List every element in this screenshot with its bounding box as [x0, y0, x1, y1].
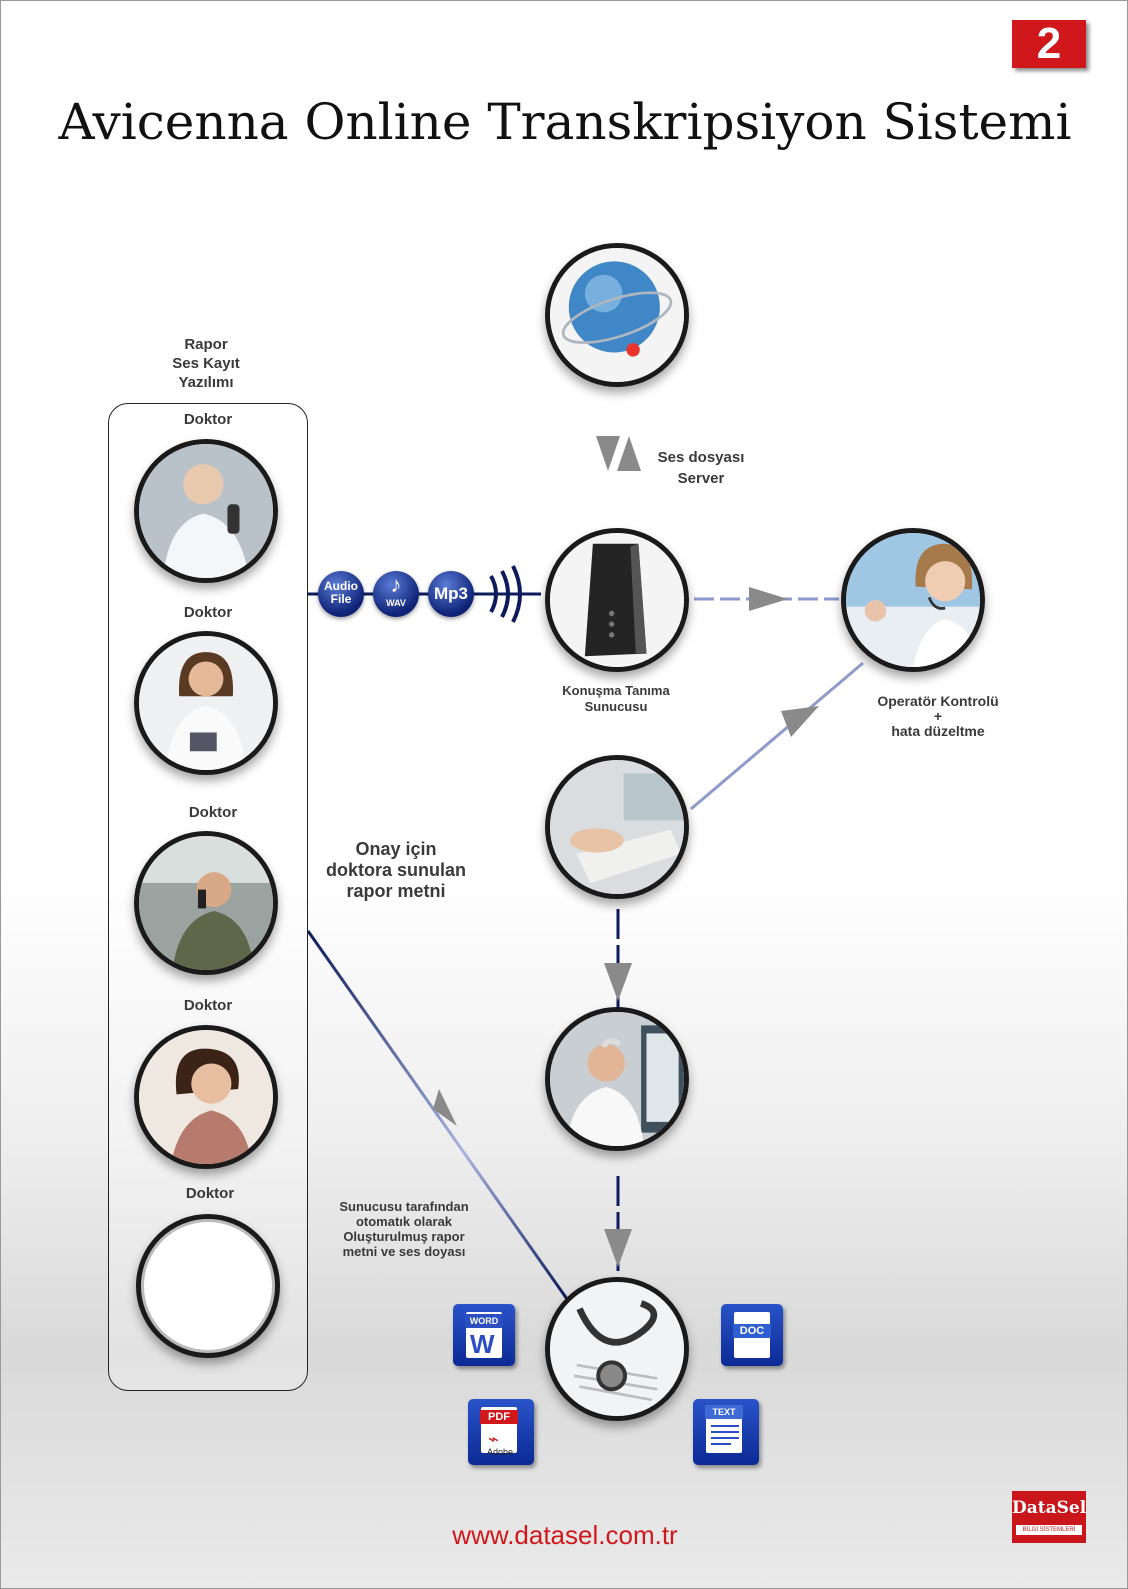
typing-correction: [545, 755, 689, 899]
music-note-icon: ♪: [390, 572, 402, 597]
internet-globe: [545, 243, 689, 387]
approval-label: Onay için doktora sunulan rapor metni: [316, 839, 476, 902]
line-operator-typing: [690, 661, 864, 811]
arrow-up-to-globe: [617, 436, 641, 471]
arrow-to-doctors: [433, 1089, 457, 1126]
approval-label-line: doktora sunulan: [325, 860, 466, 880]
typing-icon: [550, 760, 684, 894]
text-file-icon: TEXT: [693, 1399, 759, 1465]
auto-report-label-line: Oluşturulmuş rapor: [343, 1229, 465, 1244]
doctor-label: Doktor: [183, 411, 233, 428]
server-label: Ses dosyası Server: [641, 447, 761, 489]
logo-sub-text: BİLGİ SİSTEMLERİ: [1016, 1525, 1082, 1535]
word-w-glyph: W: [470, 1329, 495, 1359]
arrow-to-stethoscope: [604, 1229, 632, 1267]
pdf-file-icon: PDF ⌁ Adobe: [468, 1399, 534, 1465]
signal-wave-2: [500, 570, 510, 618]
doctor-pda-icon: [139, 636, 273, 770]
doctor-label: Doktor: [185, 1185, 235, 1202]
signal-wave-1: [489, 575, 498, 613]
wav-label: WAV: [386, 598, 406, 608]
word-file-icon: WORD W: [453, 1304, 515, 1366]
signal-wave-3: [511, 565, 522, 623]
doctor-4-avatar: [134, 1025, 278, 1169]
audio-file-label: Audio: [324, 579, 358, 593]
doc-label: DOC: [733, 1324, 771, 1338]
page-number-badge: 2: [1012, 20, 1086, 68]
word-label: WORD: [465, 1314, 503, 1328]
auto-report-label: Sunucusu tarafından otomatık olarak Oluş…: [319, 1199, 489, 1259]
pdf-label: PDF: [480, 1410, 518, 1424]
approval-label-line: Onay için: [355, 839, 437, 859]
doctor-car-phone-icon: [139, 836, 273, 970]
panel-heading-line: Yazılımı: [178, 374, 234, 391]
wav-file-icon: ♪ WAV: [373, 571, 419, 617]
operator-control: [841, 528, 985, 672]
server-label-line: Server: [677, 470, 725, 487]
logo-main-text: DataSel: [1012, 1498, 1087, 1518]
panel-heading: Rapor Ses Kayıt Yazılımı: [131, 335, 281, 392]
line-report-to-doctor: [306, 930, 569, 1300]
operator-label: Operatör Kontrolü + hata düzeltme: [853, 694, 1023, 739]
auto-report-label-line: otomatık olarak: [355, 1214, 453, 1229]
server-icon: [550, 533, 684, 667]
arrow-to-operator: [749, 587, 788, 611]
generated-report: [545, 1277, 689, 1421]
text-label: TEXT: [705, 1405, 743, 1419]
mp3-file-icon: Mp3: [428, 571, 474, 617]
adobe-glyph: ⌁: [488, 1429, 499, 1449]
approval-label-line: rapor metni: [346, 881, 446, 901]
server-label-line: Ses dosyası: [657, 449, 745, 466]
doctor-1-avatar: [134, 439, 278, 583]
doctor-label: Doktor: [183, 604, 233, 621]
speech-server-label-line: Sunucusu: [584, 699, 648, 714]
doctor-label: Doktor: [183, 997, 233, 1014]
arrow-to-typing: [781, 706, 819, 737]
operator-label-line: hata düzeltme: [891, 723, 985, 739]
panel-heading-line: Ses Kayıt: [172, 355, 240, 372]
doctor-headset-icon: [139, 1030, 273, 1164]
datasel-logo: DataSel BİLGİ SİSTEMLERİ: [1012, 1491, 1086, 1543]
auto-report-label-line: metni ve ses doyası: [342, 1244, 466, 1259]
operator-icon: [846, 533, 980, 667]
speech-server-label-line: Konuşma Tanıma: [562, 683, 670, 698]
page-title: Avicenna Online Transkripsiyon Sistemi: [58, 93, 1072, 151]
doctor-review: [545, 1007, 689, 1151]
doctor-recorder-icon: [139, 444, 273, 578]
globe-icon: [550, 248, 684, 382]
arrow-down-to-server: [596, 436, 620, 471]
doctor-label: Doktor: [188, 804, 238, 821]
audio-file-label: File: [330, 592, 352, 606]
audio-file-icon: Audio File: [318, 571, 364, 617]
doctor-computer-icon: [550, 1012, 684, 1146]
operator-label-line: Operatör Kontrolü: [877, 693, 999, 709]
doctor-3-avatar: [134, 831, 278, 975]
speech-recognition-server: [545, 528, 689, 672]
auto-report-label-line: Sunucusu tarafından: [339, 1199, 469, 1214]
arrow-to-doctor-computer: [604, 963, 632, 1001]
doctor-2-avatar: [134, 631, 278, 775]
operator-label-line: +: [933, 708, 943, 724]
stethoscope-icon: [550, 1282, 684, 1416]
panel-heading-line: Rapor: [184, 336, 228, 353]
text-lines-icon: [711, 1425, 739, 1445]
adobe-label: Adobe: [486, 1447, 514, 1457]
doc-file-icon: DOC: [721, 1304, 783, 1366]
website-link[interactable]: www.datasel.com.tr: [452, 1520, 678, 1550]
speech-server-label: Konuşma Tanıma Sunucusu: [531, 683, 701, 715]
doctor-5-avatar: [136, 1214, 280, 1358]
